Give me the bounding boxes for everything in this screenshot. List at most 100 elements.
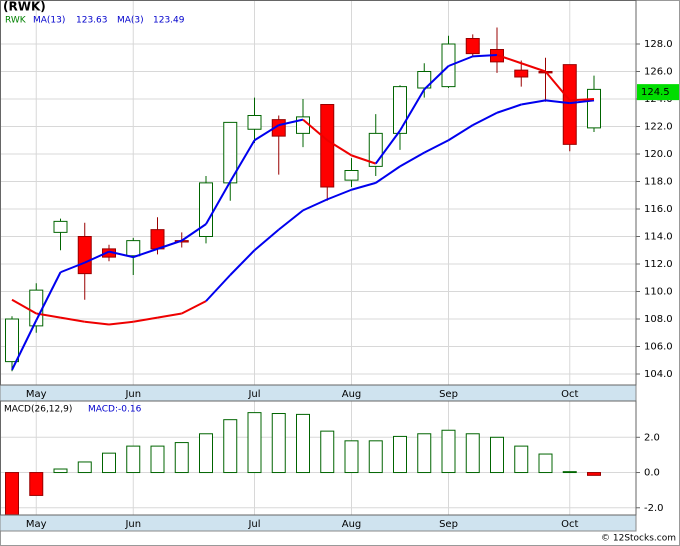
x-axis-band: [0, 514, 637, 532]
macd-bar: [538, 453, 553, 474]
macd-legend: MACD:-0.16: [88, 405, 142, 415]
x-tick-label: Sep: [439, 519, 458, 530]
ma-line: [229, 139, 256, 183]
candle-body: [247, 115, 262, 130]
macd-bar: [465, 433, 480, 474]
y-tick-label: 116.0: [644, 204, 673, 215]
ma-line: [544, 70, 571, 102]
legend-symbol: RWK: [5, 16, 27, 26]
ma-line: [84, 250, 110, 264]
y-tick-label: 122.0: [644, 122, 673, 133]
macd-bar: [393, 435, 407, 474]
macd-bar: [587, 472, 601, 476]
macd-bar: [296, 413, 310, 474]
ma-line: [253, 228, 280, 252]
ma-line: [399, 88, 426, 132]
ma-line: [181, 223, 207, 242]
ma-line: [132, 247, 158, 259]
ma-line: [84, 320, 110, 326]
legend-value: 123.49: [153, 16, 185, 26]
macd-bar: [514, 445, 529, 474]
macd-bar: [29, 472, 44, 496]
macd-bar: [368, 440, 383, 474]
last-price-box: [637, 84, 679, 101]
legend-entry: MA(3): [117, 16, 144, 26]
macd-bar: [77, 461, 92, 474]
candle-body: [344, 170, 359, 181]
ma-line: [520, 62, 546, 73]
x-tick-label: Jun: [124, 519, 141, 530]
y-tick-label: -2.0: [644, 503, 664, 514]
candle-body: [77, 236, 92, 275]
ma-line: [326, 188, 352, 201]
y-tick-label: 0.0: [644, 468, 660, 479]
ma-line: [302, 118, 328, 142]
last-price-label: 124.5: [641, 87, 670, 98]
macd-bar: [53, 468, 68, 474]
y-tick-label: 110.0: [644, 287, 673, 298]
macd-panel: [0, 400, 637, 516]
ma-line: [472, 111, 498, 127]
y-tick-label: 104.0: [644, 369, 673, 380]
ma-line: [447, 124, 474, 142]
macd-bar: [271, 413, 286, 474]
macd-bar: [562, 471, 577, 474]
candle-body: [562, 64, 577, 145]
chart-title: (RWK): [3, 0, 46, 14]
ma-line: [60, 261, 86, 274]
x-tick-label: Aug: [342, 389, 362, 400]
ma-line: [108, 250, 134, 259]
ma-line: [157, 312, 182, 319]
x-axis-band: [0, 384, 637, 402]
macd-bar: [441, 429, 456, 474]
footer: © 12Stocks.com: [601, 534, 676, 544]
macd-bar: [320, 430, 335, 474]
ma-line: [569, 99, 595, 105]
ma-line: [521, 99, 546, 106]
y-tick-label: 106.0: [644, 342, 673, 353]
candle-body: [5, 318, 19, 363]
y-tick-label: 108.0: [644, 314, 673, 325]
candle-body: [53, 220, 68, 233]
ma-line: [545, 99, 570, 105]
ma-line: [302, 198, 328, 212]
macd-bar: [223, 419, 238, 474]
ma-line: [229, 249, 256, 276]
ma-line: [399, 151, 425, 168]
ma-line: [448, 55, 474, 67]
ma-line: [375, 165, 401, 184]
candle-body: [199, 182, 213, 237]
ma-line: [423, 139, 449, 154]
macd-bar: [490, 436, 504, 474]
x-tick-label: Jul: [247, 519, 260, 530]
y-tick-label: 112.0: [644, 259, 673, 270]
y-tick-label: 2.0: [644, 432, 660, 443]
x-tick-label: Aug: [342, 519, 362, 530]
candle-body: [126, 240, 141, 257]
y-tick-label: 118.0: [644, 177, 673, 188]
price-panel: [0, 0, 637, 386]
ma-line: [205, 181, 232, 225]
ma-line: [351, 181, 377, 191]
ma-line: [351, 154, 377, 165]
ma-line: [133, 316, 158, 323]
candle-body: [587, 88, 601, 129]
macd-bar: [102, 452, 116, 474]
y-tick-label: 120.0: [644, 149, 673, 160]
ma-line: [326, 139, 353, 157]
macd-bar: [174, 442, 189, 474]
x-tick-label: Oct: [561, 519, 578, 530]
ma-line: [374, 130, 401, 165]
x-tick-label: Jun: [124, 389, 141, 400]
ma-line: [278, 118, 304, 127]
legend-value: 123.63: [76, 16, 108, 26]
x-tick-label: Sep: [439, 389, 458, 400]
ma-line: [253, 124, 280, 142]
ma-line: [205, 274, 231, 302]
ma-line: [278, 209, 304, 231]
ma-line: [181, 300, 207, 315]
ma-line: [11, 319, 38, 371]
ma-line: [569, 98, 595, 102]
ma-line: [60, 316, 85, 323]
ma-line: [157, 239, 183, 250]
